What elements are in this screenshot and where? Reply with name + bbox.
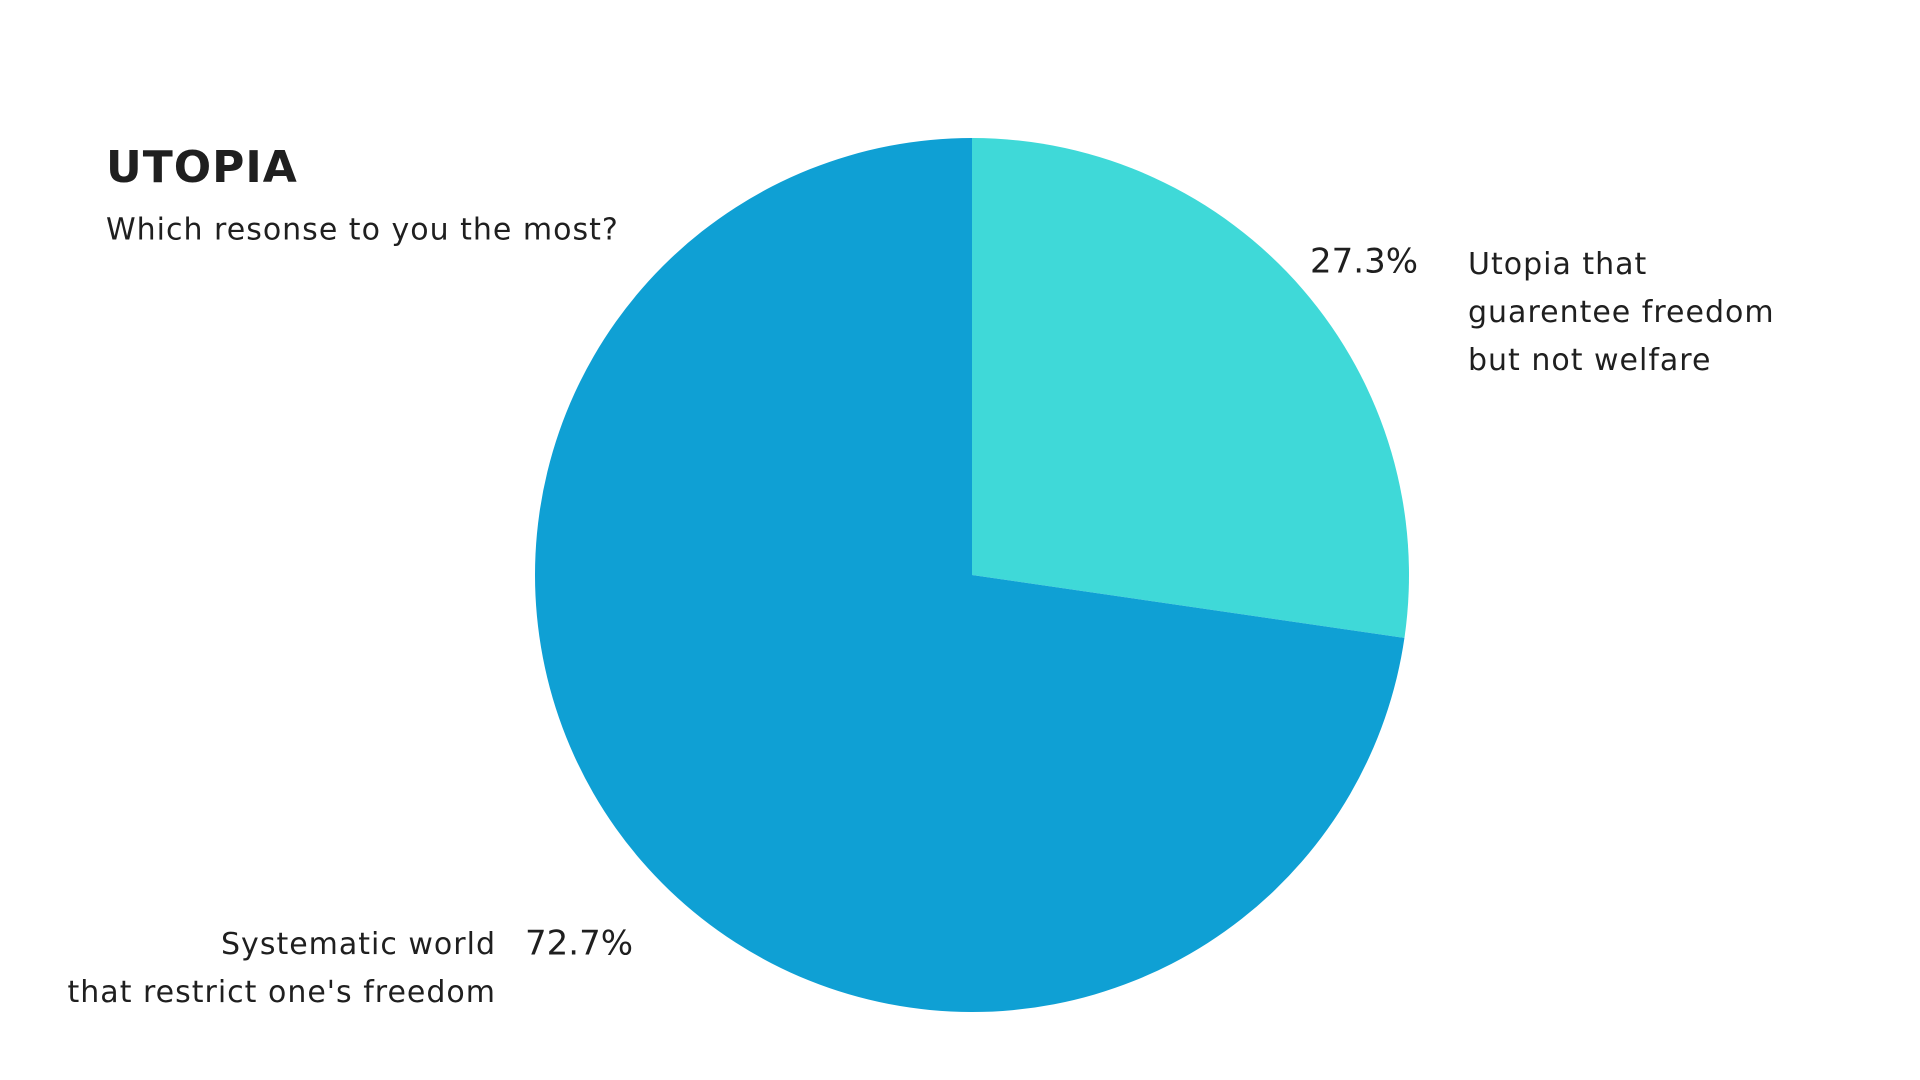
pie	[534, 138, 1409, 1012]
pie-slice	[534, 138, 1405, 1012]
category-label: Utopia that guarentee freedom but not welf…	[1468, 247, 1775, 378]
value-label: 72.7%	[525, 924, 633, 964]
value-label: 27.3%	[1310, 242, 1418, 282]
pie-slice	[972, 138, 1409, 638]
chart-subtitle: Which resonse to you the most?	[106, 213, 619, 248]
chart-title: UTOPIA	[106, 142, 298, 193]
category-label: Systematic world that restrict one's free…	[68, 927, 496, 1010]
